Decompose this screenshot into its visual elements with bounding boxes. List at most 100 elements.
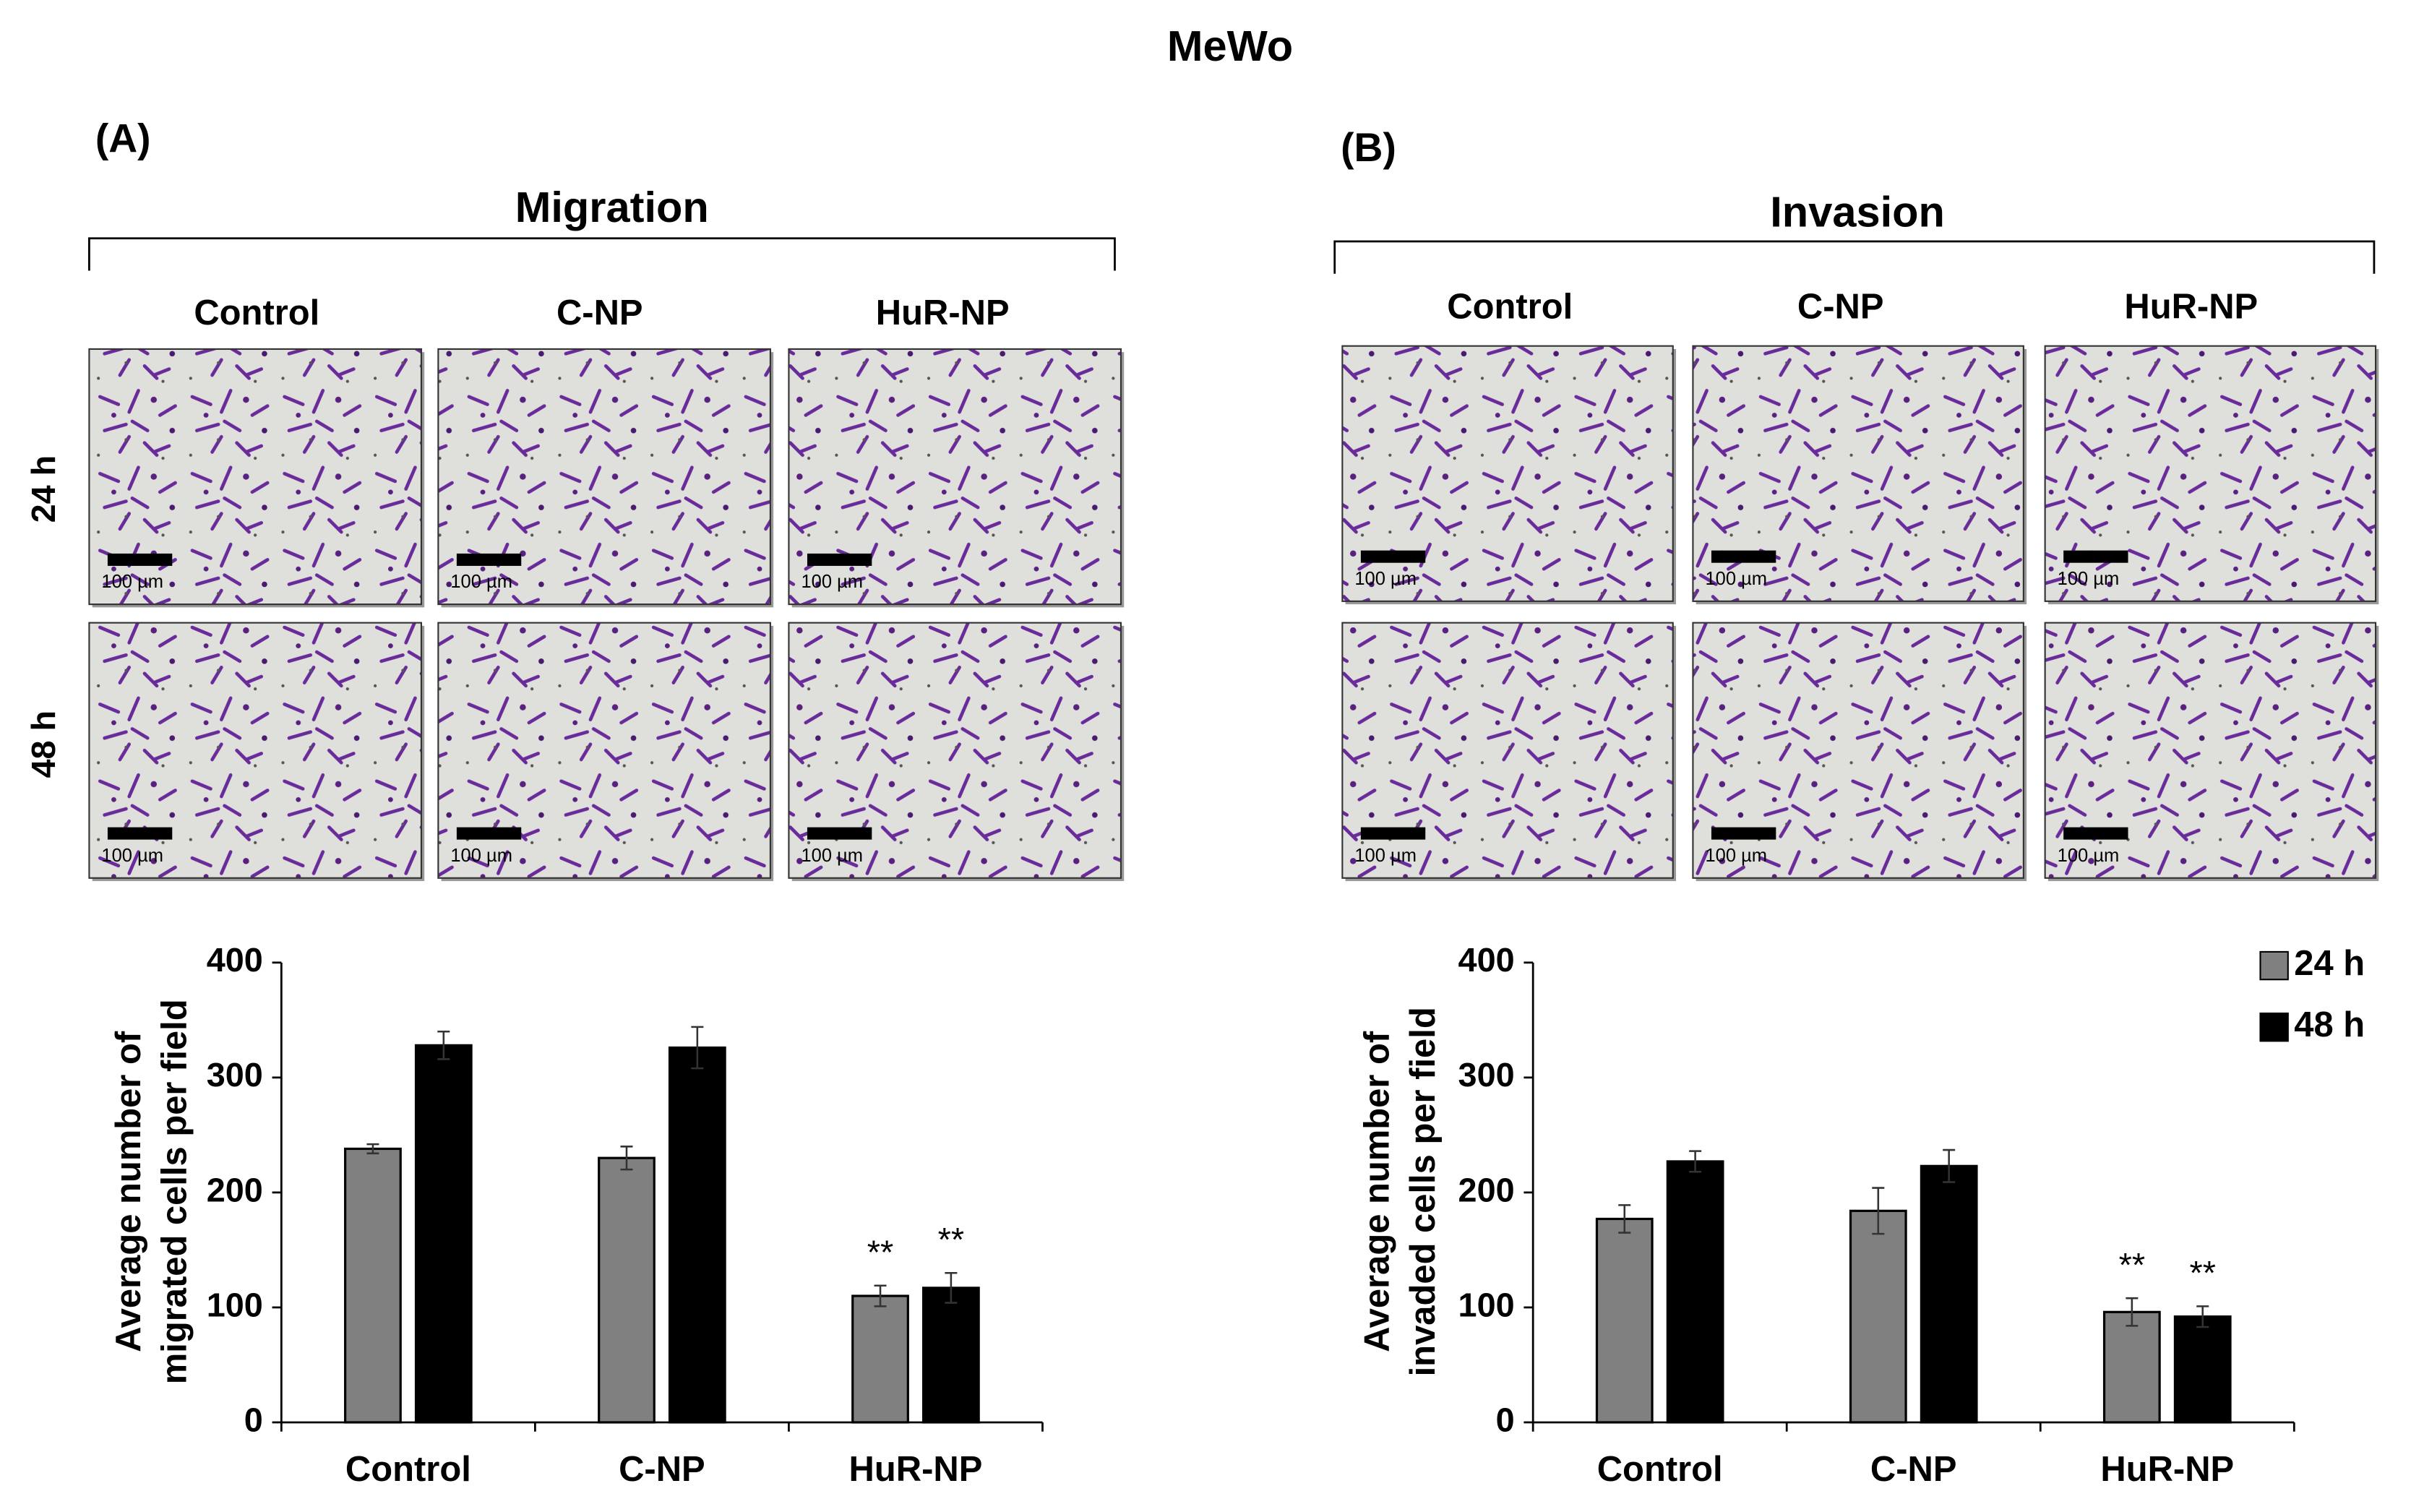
x-tick-label: C-NP xyxy=(619,1450,705,1489)
row-label: 24 h xyxy=(25,455,62,523)
column-label: Control xyxy=(194,293,319,332)
error-bar xyxy=(945,1271,958,1304)
significance: ** xyxy=(2189,1254,2215,1292)
significance: ** xyxy=(938,1221,964,1258)
significance: ** xyxy=(2119,1246,2145,1284)
legend-swatch xyxy=(2259,950,2289,981)
scale-label: 100 µm xyxy=(450,572,512,592)
y-tick-label: 0 xyxy=(244,1401,263,1438)
scale-label: 100 µm xyxy=(1705,569,1767,589)
scale-bar xyxy=(807,553,872,566)
scale-label: 100 µm xyxy=(1705,846,1767,866)
bar xyxy=(344,1147,402,1424)
bracket xyxy=(88,237,1116,271)
bar xyxy=(598,1156,656,1424)
error-bar xyxy=(1943,1148,1956,1183)
legend-label: 24 h xyxy=(2294,944,2365,983)
micrograph xyxy=(1341,622,1674,879)
scale-bar xyxy=(807,827,872,840)
panel-label: (B) xyxy=(1341,125,1396,170)
scale-label: 100 µm xyxy=(1354,846,1417,866)
panel-label: (A) xyxy=(95,116,151,160)
scale-bar xyxy=(456,827,522,840)
row-label: 48 h xyxy=(25,710,62,778)
panel-heading: Invasion xyxy=(1770,188,1945,236)
significance: ** xyxy=(867,1234,893,1271)
micrograph xyxy=(1692,622,2024,879)
bar xyxy=(851,1294,909,1424)
bar xyxy=(1595,1217,1654,1424)
y-tick-label: 300 xyxy=(207,1056,263,1094)
micrograph xyxy=(88,348,423,606)
scale-bar xyxy=(107,827,173,840)
error-bar xyxy=(1872,1187,1885,1235)
micrograph xyxy=(788,348,1122,606)
error-bar xyxy=(1618,1204,1631,1234)
y-tick-label: 100 xyxy=(207,1286,263,1323)
scale-label: 100 µm xyxy=(101,572,163,592)
error-bar xyxy=(437,1030,450,1060)
scale-bar xyxy=(1360,550,1426,563)
bar xyxy=(414,1044,473,1424)
y-tick-label: 400 xyxy=(1458,941,1515,979)
x-tick-label: C-NP xyxy=(1870,1450,1957,1489)
bracket xyxy=(1333,240,2376,274)
error-bar xyxy=(691,1026,704,1070)
scale-label: 100 µm xyxy=(1354,569,1417,589)
column-label: C-NP xyxy=(1797,288,1884,327)
x-tick-label: Control xyxy=(345,1450,471,1489)
y-tick-label: 100 xyxy=(1458,1286,1515,1323)
scale-bar xyxy=(1711,550,1776,563)
y-tick-label: 0 xyxy=(1496,1401,1515,1438)
scale-label: 100 µm xyxy=(450,846,512,866)
scale-bar xyxy=(1711,827,1776,840)
column-label: Control xyxy=(1447,288,1573,327)
micrograph xyxy=(88,622,423,879)
scale-label: 100 µm xyxy=(801,846,863,866)
y-tick-label: 200 xyxy=(1458,1171,1515,1208)
scale-label: 100 µm xyxy=(101,846,163,866)
x-tick-label: HuR-NP xyxy=(849,1450,983,1489)
scale-label: 100 µm xyxy=(801,572,863,592)
y-axis-label: Average number of xyxy=(109,1031,148,1352)
figure-title: MeWo xyxy=(1167,22,1293,70)
scale-label: 100 µm xyxy=(2058,846,2120,866)
error-bar xyxy=(620,1146,633,1171)
micrograph xyxy=(1341,345,1674,602)
legend-swatch xyxy=(2259,1012,2289,1042)
y-axis-label: Average number of xyxy=(1357,1031,1396,1352)
micrograph xyxy=(1692,345,2024,602)
micrograph xyxy=(2044,345,2377,602)
bar xyxy=(1666,1160,1724,1424)
x-tick-label: HuR-NP xyxy=(2100,1450,2234,1489)
y-axis-label: migrated cells per field xyxy=(155,999,194,1384)
bar xyxy=(1920,1164,1978,1424)
error-bar xyxy=(366,1143,379,1155)
bar xyxy=(2173,1315,2232,1424)
legend-label: 48 h xyxy=(2294,1005,2365,1044)
bar xyxy=(1849,1209,1907,1424)
micrograph xyxy=(788,622,1122,879)
scale-bar xyxy=(2063,550,2128,563)
error-bar xyxy=(1689,1150,1702,1173)
micrograph xyxy=(2044,622,2377,879)
bar xyxy=(2102,1310,2161,1424)
column-label: C-NP xyxy=(556,293,643,332)
scale-bar xyxy=(107,553,173,566)
y-axis-label: invaded cells per field xyxy=(1404,1007,1443,1376)
scale-bar xyxy=(1360,827,1426,840)
y-tick-label: 400 xyxy=(207,941,263,979)
micrograph xyxy=(437,622,771,879)
column-label: HuR-NP xyxy=(876,293,1010,332)
bar xyxy=(668,1046,726,1424)
y-tick-label: 200 xyxy=(207,1171,263,1208)
column-label: HuR-NP xyxy=(2124,288,2258,327)
y-tick-label: 300 xyxy=(1458,1056,1515,1094)
micrograph xyxy=(437,348,771,606)
panel-heading: Migration xyxy=(515,183,709,231)
scale-bar xyxy=(2063,827,2128,840)
error-bar xyxy=(874,1284,887,1307)
scale-bar xyxy=(456,553,522,566)
